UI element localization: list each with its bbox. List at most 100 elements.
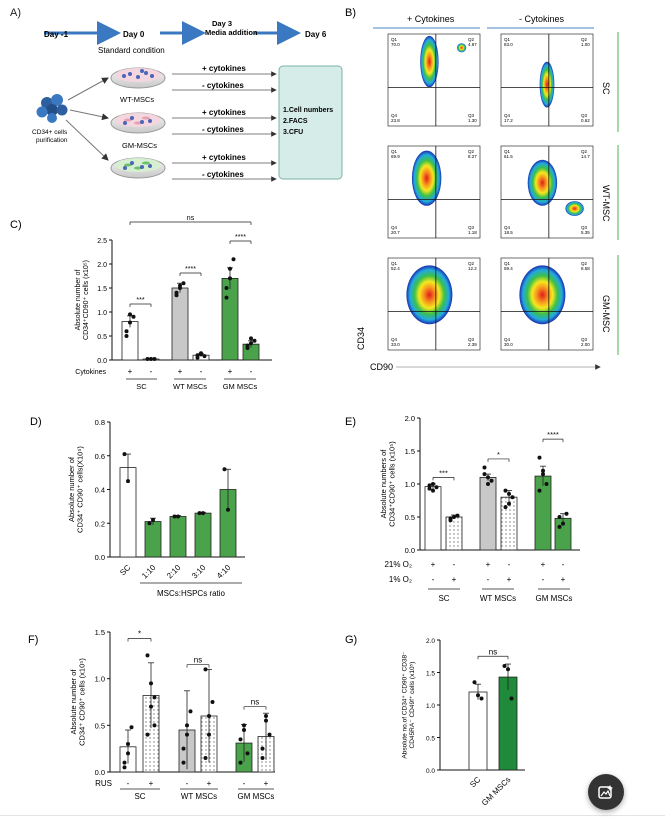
density-blob [527, 159, 558, 206]
panel-a-letter: A) [10, 7, 21, 19]
data-point [228, 276, 232, 281]
group-label: SC [438, 594, 449, 603]
x-tick-label: SC [468, 775, 482, 789]
condition-wt: WT-MSCs [120, 95, 154, 104]
panel-b-letter: B) [345, 7, 356, 19]
data-point [122, 452, 127, 457]
row1-sign: + [431, 560, 436, 569]
data-point [482, 465, 487, 470]
q2-value: 8.27 [468, 154, 477, 159]
data-point [245, 343, 250, 348]
q3-value: 5.35 [581, 230, 590, 235]
y-axis-label: Absolute number ofCD34⁺ CD90⁺ cells (x10… [69, 658, 87, 746]
data-point [149, 357, 153, 362]
data-point [249, 341, 253, 346]
data-point [242, 723, 246, 728]
condition-standard: Standard condition [98, 46, 165, 55]
data-point [152, 695, 157, 700]
q3-label: Q3 [468, 337, 475, 342]
y-tick-label: 1.0 [97, 310, 107, 317]
chart-panel-f: 0.0 0.5 1.0 1.5 Absolute number ofCD34⁺ CD90… [69, 628, 275, 801]
row-label-sc: SC [601, 82, 611, 95]
row2-sign: + [452, 575, 457, 584]
q1-label: Q1 [391, 37, 398, 42]
data-point [544, 482, 549, 486]
bar [479, 476, 497, 551]
data-point [472, 680, 477, 685]
y-tick-label: 0.0 [426, 768, 435, 775]
density-blob [539, 61, 555, 108]
readout-3: 3.CFU [283, 129, 303, 136]
data-point [126, 742, 130, 746]
readout-box [278, 65, 343, 180]
data-point [427, 483, 432, 488]
y-tick-label: 1.0 [426, 703, 435, 710]
cytokine-sign: + [228, 367, 233, 376]
data-point [122, 765, 127, 770]
q2-label: Q2 [468, 37, 475, 42]
y-tick-label: 0.4 [95, 486, 105, 495]
data-point [224, 295, 229, 300]
q4-value: 18.5 [504, 230, 513, 235]
panel-d-letter: D) [30, 416, 42, 428]
density-blob [411, 150, 442, 206]
q3-value: 2.00 [581, 342, 590, 347]
y-tick-label: 0.0 [405, 546, 415, 555]
cytokine-sign: + [128, 367, 133, 376]
data-point [231, 257, 236, 262]
condition-gm: GM-MSCs [122, 141, 157, 150]
q2-label: Q2 [581, 261, 588, 266]
bar [171, 287, 189, 361]
panel-a: A) Day -1 Day 0 Day 3 Media addition Day… [10, 7, 343, 182]
data-point [448, 516, 453, 521]
bar [221, 277, 239, 361]
data-point [452, 515, 456, 519]
density-blob [565, 201, 584, 216]
q2-value: 12.2 [468, 266, 477, 271]
source-line2: purification [36, 137, 68, 144]
y-axis-label: Absolute number ofCD34⁺ CD90⁺ cells(X10⁵… [67, 446, 85, 533]
data-point [222, 467, 227, 472]
q4-value: 20.7 [391, 230, 400, 235]
q4-label: Q4 [391, 337, 398, 342]
data-point [145, 357, 150, 362]
q3-label: Q3 [581, 337, 588, 342]
data-point [203, 756, 208, 760]
timeline-day6: Day 6 [305, 30, 327, 39]
y-tick-label: 1.5 [405, 447, 415, 456]
image-edit-icon [598, 785, 613, 799]
q3-value: 0.62 [581, 118, 590, 123]
data-point [502, 664, 507, 668]
q1-label: Q1 [391, 261, 398, 266]
y-tick-label: 1.5 [97, 286, 107, 293]
data-point [203, 667, 208, 672]
panel-e-letter: E) [345, 416, 356, 428]
data-point [145, 653, 150, 658]
data-point [427, 486, 432, 491]
q2-value: 1.00 [581, 42, 590, 47]
q4-value: 33.0 [391, 342, 400, 347]
data-point [147, 521, 152, 526]
q2-value: 14.7 [581, 154, 590, 159]
cytokine-sign: - [250, 367, 253, 376]
flow-plots: Q170.0Q24.87Q423.8Q31.30Q183.0Q21.00Q417… [387, 33, 594, 351]
data-point [264, 718, 268, 723]
row2-sign: + [507, 575, 512, 584]
q2-value: 8.58 [581, 266, 590, 271]
data-point [476, 693, 480, 698]
q1-label: Q1 [391, 149, 398, 154]
data-point [486, 482, 490, 486]
data-point [207, 732, 211, 737]
cytokine-sign: - [200, 367, 203, 376]
data-point [149, 704, 153, 709]
y-tick-label: 0.0 [97, 358, 107, 365]
data-point [124, 329, 129, 334]
q2-label: Q2 [468, 261, 475, 266]
sig-label: ns [194, 656, 202, 665]
image-edit-button[interactable] [588, 774, 624, 810]
readout-2: 2.FACS [283, 118, 308, 125]
y-tick-label: 0.0 [95, 553, 105, 562]
q3-label: Q3 [581, 225, 588, 230]
data-point [242, 728, 246, 732]
row2-sign: + [561, 575, 566, 584]
